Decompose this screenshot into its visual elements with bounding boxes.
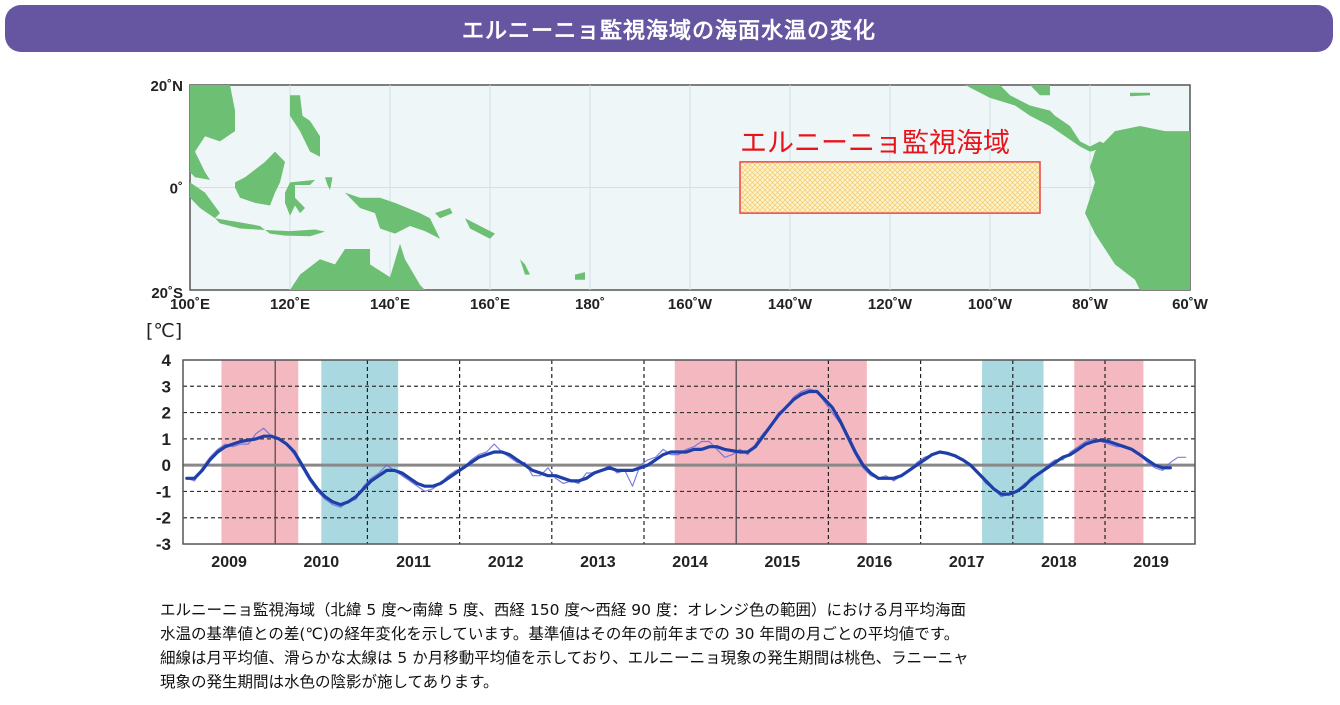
land-solomons [465,218,495,239]
land-mexico-central-america [965,85,1105,152]
la-nina-period [321,360,399,544]
el-nino-period [674,360,867,544]
y-tick-label: -2 [156,509,171,528]
el-nino-period [1074,360,1144,544]
map-lon-label: 180˚ [575,296,605,313]
land-australia [290,243,425,290]
y-tick-label: 4 [162,351,172,370]
x-tick-label: 2011 [396,554,431,571]
x-tick-label: 2013 [580,554,616,571]
plot-frame [182,359,1196,545]
caption-line: 水温の基準値との差(℃)の経年変化を示しています。基準値はその年の前年までの 3… [160,625,960,643]
x-tick-label: 2016 [857,554,893,571]
y-tick-label: 0 [162,456,171,475]
land-new-guinea [345,192,440,239]
caption-line: エルニーニョ監視海域（北緯 5 度～南緯 5 度、西経 150 度～西経 90 … [160,601,966,619]
land-halmahera [325,177,333,191]
land-new-britain [435,208,453,219]
land-vanuatu [520,259,530,275]
land-sumatra [190,182,220,219]
land-indochina [190,85,235,180]
land-yucatan [1030,85,1050,96]
map-lon-label: 60˚W [1172,296,1209,313]
map-lat-label: 0˚ [170,181,183,198]
y-tick-label: -1 [156,482,171,501]
y-tick-label: -3 [156,535,171,554]
x-tick-label: 2018 [1041,554,1077,571]
map-lon-labels: 100˚E 120˚E 140˚E 160˚E 180˚ 160˚W 140˚W 120˚W 1… [170,296,1209,313]
title-banner: エルニーニョ監視海域の海面水温の変化 [5,5,1333,52]
land-borneo [235,151,285,206]
page-title: エルニーニョ監視海域の海面水温の変化 [461,18,876,44]
map-lon-label: 140˚E [370,296,410,313]
map-land [190,85,1190,290]
x-tick-label: 2009 [211,554,247,571]
y-tick-label: 2 [162,404,171,423]
map-lon-label: 120˚E [270,296,310,313]
caption-line: 現象の発生期間は水色の陰影が施してあります。 [160,673,499,691]
map-lat-label: 20˚N [150,78,183,95]
x-tick-label: 2015 [765,554,801,571]
monitoring-region-label: エルニーニョ監視海域 [740,128,1010,159]
map-lon-label: 100˚W [968,296,1013,313]
map-lat-label: 20˚S [151,285,183,302]
x-tick-label: 2017 [949,554,985,571]
map: エルニーニョ監視海域 20˚N 0˚ 20˚S 100˚E 120˚E 140˚E 160… [150,78,1208,313]
running-mean-line [185,389,1172,507]
x-tick-label: 2019 [1133,554,1169,571]
land-sulawesi [285,179,315,216]
map-lon-label: 160˚E [470,296,510,313]
land-fiji [575,272,585,280]
land-philippines [290,95,320,157]
map-lon-label: 140˚W [768,296,813,313]
land-lesser-sunda [265,229,325,237]
map-lon-label: 100˚E [170,296,210,313]
el-nino-period [221,360,299,544]
land-java [215,218,265,231]
map-lon-label: 160˚W [668,296,713,313]
sst-anomaly-chart: [℃] 4 3 2 1 0 -1 -2 -3 2009 2010 2011 2012 2013 2014… [146,320,1196,571]
y-tick-label: 1 [162,430,171,449]
y-axis-unit: [℃] [146,320,182,342]
land-caribbean [1130,92,1150,97]
caption: エルニーニョ監視海域（北緯 5 度～南緯 5 度、西経 150 度～西経 90 … [160,598,969,694]
map-lon-label: 120˚W [868,296,913,313]
x-tick-label: 2010 [304,554,340,571]
land-south-america [1085,126,1190,290]
monitoring-region [739,161,1041,214]
map-lat-labels: 20˚N 0˚ 20˚S [150,78,183,302]
x-tick-label: 2012 [488,554,524,571]
map-lon-label: 80˚W [1072,296,1109,313]
y-tick-label: 3 [162,377,171,396]
caption-line: 細線は月平均値、滑らかな太線は 5 か月移動平均値を示しており、エルニーニョ現象… [160,649,969,667]
x-tick-label: 2014 [672,554,708,571]
